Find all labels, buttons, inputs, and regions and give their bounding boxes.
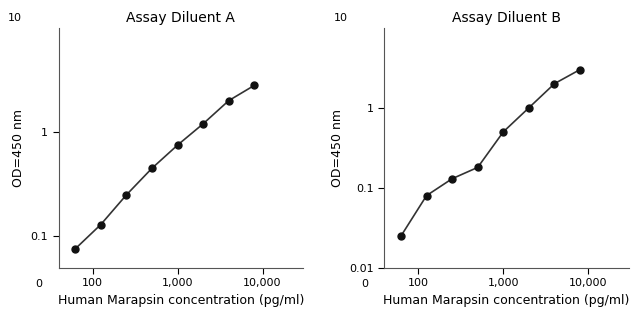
- X-axis label: Human Marapsin concentration (pg/ml): Human Marapsin concentration (pg/ml): [58, 294, 304, 307]
- Text: 0: 0: [362, 279, 369, 289]
- Text: 10: 10: [333, 13, 348, 23]
- X-axis label: Human Marapsin concentration (pg/ml): Human Marapsin concentration (pg/ml): [383, 294, 630, 307]
- Y-axis label: OD=450 nm: OD=450 nm: [12, 109, 25, 187]
- Title: Assay Diluent A: Assay Diluent A: [127, 11, 236, 25]
- Y-axis label: OD=450 nm: OD=450 nm: [331, 109, 344, 187]
- Text: 10: 10: [8, 13, 22, 23]
- Text: 0: 0: [36, 279, 43, 289]
- Title: Assay Diluent B: Assay Diluent B: [452, 11, 561, 25]
